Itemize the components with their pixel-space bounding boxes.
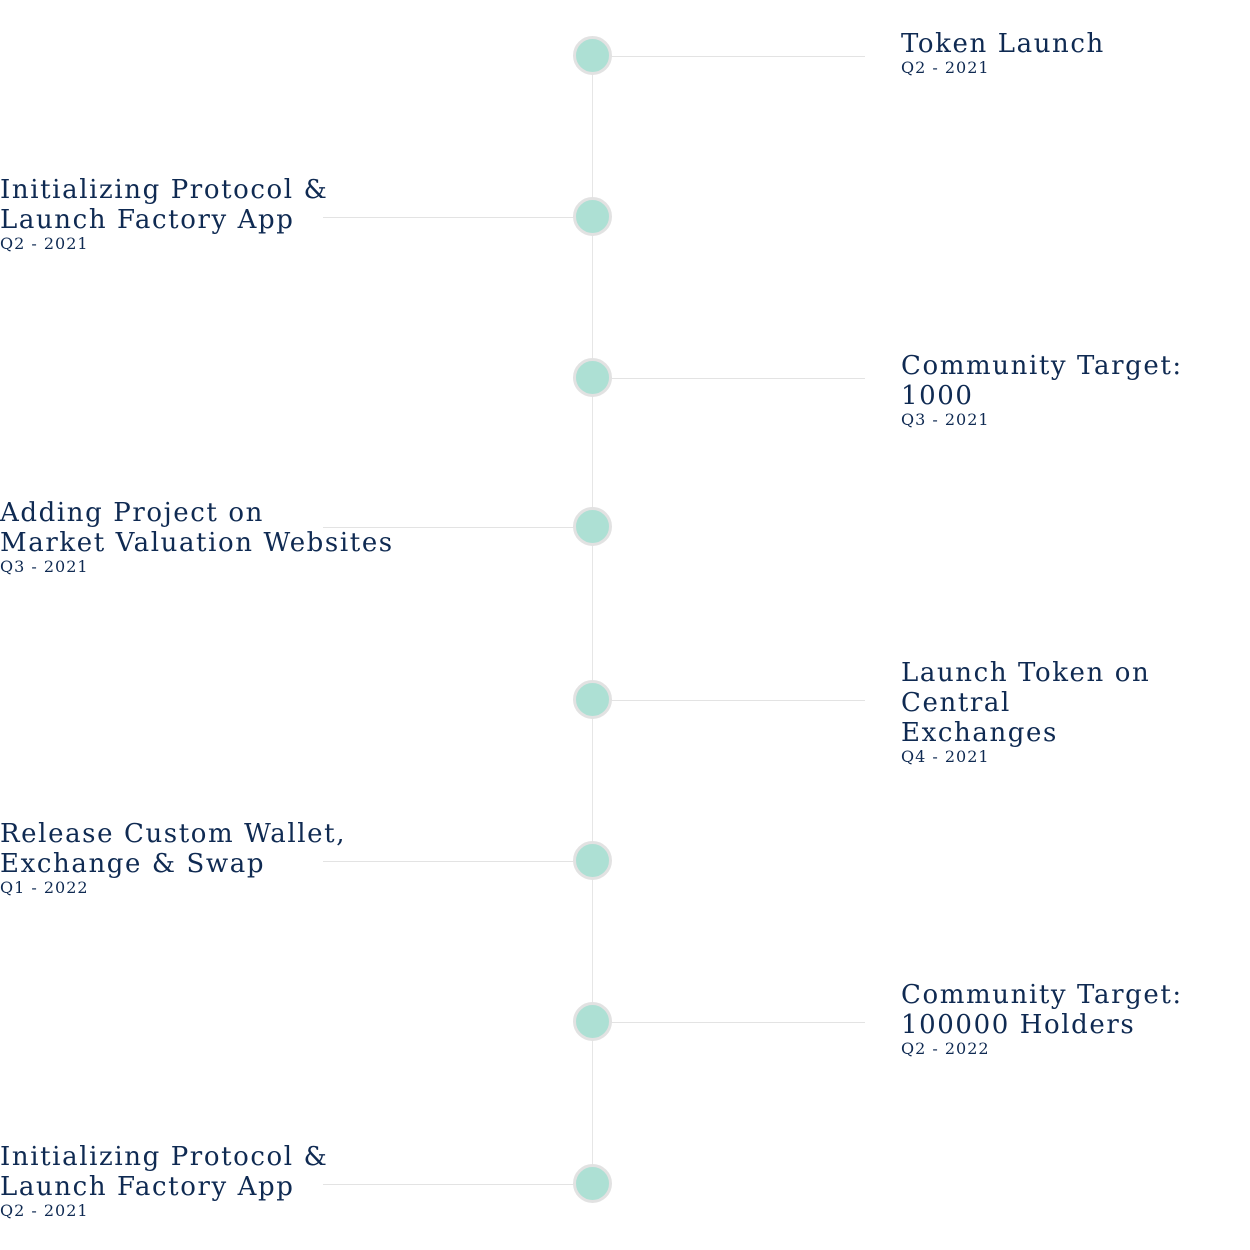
milestone-node (573, 1164, 612, 1203)
milestone-node (573, 841, 612, 880)
milestone-node (573, 197, 612, 236)
milestone-connector (593, 700, 865, 701)
milestone-title: Launch Token on Central Exchanges (901, 658, 1151, 748)
milestone-title: Token Launch (901, 29, 1105, 59)
milestone-connector (323, 527, 593, 528)
milestone-date: Q2 - 2021 (901, 58, 990, 77)
milestone-text: Release Custom Wallet, Exchange & Swap Q… (0, 819, 400, 897)
milestone-date: Q1 - 2022 (0, 878, 89, 897)
timeline-axis (592, 56, 593, 1184)
milestone-connector (593, 56, 865, 57)
milestone-text: Token Launch Q2 - 2021 (901, 29, 1250, 77)
milestone-text: Community Target: 1000 Q3 - 2021 (901, 351, 1250, 429)
milestone-text: Launch Token on Central Exchanges Q4 - 2… (901, 658, 1250, 766)
milestone-node (573, 507, 612, 546)
milestone-title: Initializing Protocol & Launch Factory A… (0, 175, 329, 235)
milestone-title: Community Target: 1000 (901, 351, 1183, 411)
milestone-text: Initializing Protocol & Launch Factory A… (0, 1142, 400, 1220)
milestone-title: Initializing Protocol & Launch Factory A… (0, 1142, 329, 1202)
milestone-date: Q2 - 2021 (0, 234, 89, 253)
milestone-connector (323, 861, 593, 862)
milestone-node (573, 680, 612, 719)
milestone-connector (323, 1184, 593, 1185)
milestone-connector (593, 1022, 865, 1023)
milestone-text: Initializing Protocol & Launch Factory A… (0, 175, 400, 253)
milestone-date: Q4 - 2021 (901, 747, 990, 766)
milestone-node (573, 358, 612, 397)
milestone-title: Community Target: 100000 Holders (901, 980, 1183, 1040)
milestone-node (573, 36, 612, 75)
milestone-date: Q3 - 2021 (901, 410, 990, 429)
milestone-date: Q2 - 2021 (0, 1201, 89, 1220)
milestone-connector (323, 217, 593, 218)
milestone-title: Release Custom Wallet, Exchange & Swap (0, 819, 347, 879)
milestone-node (573, 1002, 612, 1041)
milestone-title: Adding Project on Market Valuation Websi… (0, 498, 394, 558)
milestone-connector (593, 378, 865, 379)
milestone-date: Q2 - 2022 (901, 1039, 990, 1058)
milestone-text: Community Target: 100000 Holders Q2 - 20… (901, 980, 1250, 1058)
milestone-date: Q3 - 2021 (0, 557, 89, 576)
milestone-text: Adding Project on Market Valuation Websi… (0, 498, 400, 576)
